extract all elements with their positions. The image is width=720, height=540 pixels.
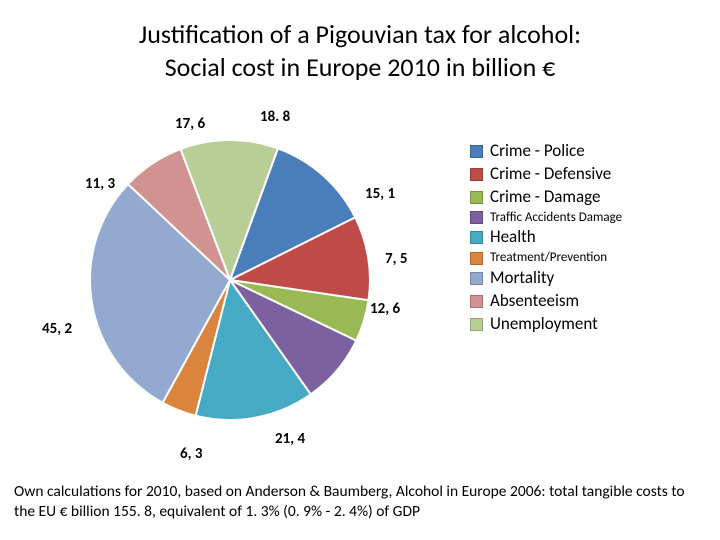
pie-chart: 18. 815, 17, 512, 621, 46, 345, 211, 317… (60, 120, 400, 440)
legend-label: Crime - Defensive (490, 163, 611, 186)
pie-data-label: 45, 2 (42, 320, 72, 338)
pie-data-label: 18. 8 (260, 108, 290, 126)
legend-label: Crime - Police (490, 140, 585, 163)
legend-label: Treatment/Prevention (490, 249, 607, 267)
legend-label: Crime - Damage (490, 186, 600, 209)
legend-swatch (470, 211, 483, 224)
legend-item: Unemployment (470, 313, 700, 336)
legend-item: Traffic Accidents Damage (470, 209, 700, 227)
legend-item: Treatment/Prevention (470, 249, 700, 267)
legend: Crime - PoliceCrime - DefensiveCrime - D… (470, 140, 700, 336)
legend-swatch (470, 295, 483, 308)
legend-item: Crime - Defensive (470, 163, 700, 186)
legend-swatch (470, 318, 483, 331)
legend-swatch (470, 168, 483, 181)
legend-swatch (470, 272, 483, 285)
pie-data-label: 15, 1 (365, 185, 395, 203)
legend-item: Absenteeism (470, 290, 700, 313)
legend-label: Absenteeism (490, 290, 579, 313)
legend-swatch (470, 252, 483, 265)
pie-data-label: 17, 6 (175, 115, 205, 133)
legend-item: Mortality (470, 267, 700, 290)
legend-label: Health (490, 226, 536, 249)
legend-label: Unemployment (490, 313, 598, 336)
pie-data-label: 6, 3 (180, 445, 202, 463)
legend-item: Crime - Police (470, 140, 700, 163)
title-line-2: Social cost in Europe 2010 in billion € (165, 51, 556, 83)
chart-title: Justification of a Pigouvian tax for alc… (0, 18, 720, 83)
title-line-1: Justification of a Pigouvian tax for alc… (139, 18, 581, 50)
legend-swatch (470, 191, 483, 204)
pie-data-label: 21, 4 (275, 430, 305, 448)
footnote: Own calculations for 2010, based on Ande… (14, 482, 706, 522)
pie-data-label: 7, 5 (385, 250, 407, 268)
slide: Justification of a Pigouvian tax for alc… (0, 0, 720, 540)
legend-item: Health (470, 226, 700, 249)
pie-data-label: 11, 3 (85, 175, 115, 193)
legend-label: Traffic Accidents Damage (490, 209, 622, 227)
pie-svg (90, 140, 370, 420)
legend-item: Crime - Damage (470, 186, 700, 209)
legend-label: Mortality (490, 267, 554, 290)
pie-data-label: 12, 6 (370, 300, 400, 318)
legend-swatch (470, 145, 483, 158)
legend-swatch (470, 231, 483, 244)
